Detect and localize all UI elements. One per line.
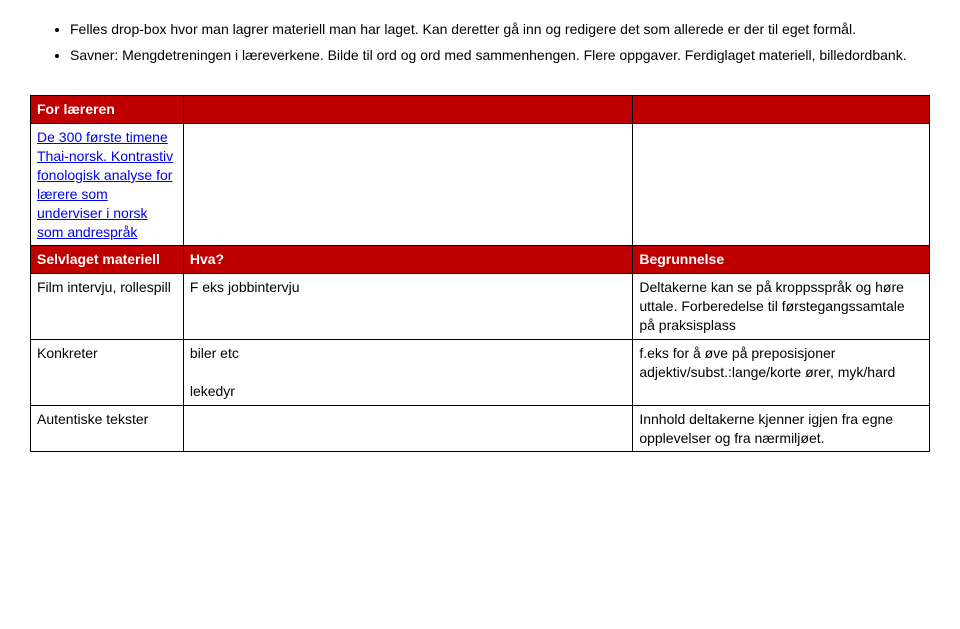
cell-begrunnelse-autentiske: Innhold deltakerne kjenner igjen fra egn… xyxy=(633,405,930,452)
header-for-laereren: For læreren xyxy=(31,96,184,124)
cell-konkreter: Konkreter xyxy=(31,339,184,405)
bullet-item: Felles drop-box hvor man lagrer materiel… xyxy=(70,20,930,40)
bullet-item: Savner: Mengdetreningen i læreverkene. B… xyxy=(70,46,930,66)
blank-cell xyxy=(633,124,930,246)
cell-begrunnelse-film: Deltakerne kan se på kroppsspråk og høre… xyxy=(633,274,930,340)
header-begrunnelse: Begrunnelse xyxy=(633,246,930,274)
header-selvlaget: Selvlaget materiell xyxy=(31,246,184,274)
intro-bullets: Felles drop-box hvor man lagrer materiel… xyxy=(30,20,930,65)
text-lekedyr: lekedyr xyxy=(190,383,235,399)
cell-begrunnelse-konkreter: f.eks for å øve på preposisjoner adjekti… xyxy=(633,339,930,405)
blank-cell xyxy=(183,124,633,246)
header-blank xyxy=(633,96,930,124)
cell-autentiske: Autentiske tekster xyxy=(31,405,184,452)
link-thai-norsk[interactable]: Thai-norsk. Kontrastiv fonologisk analys… xyxy=(37,148,173,240)
cell-jobbintervju: F eks jobbintervju xyxy=(183,274,633,340)
link-300-forste-timene[interactable]: De 300 første timene xyxy=(37,129,168,145)
blank-cell xyxy=(183,405,633,452)
resources-cell: De 300 første timene Thai-norsk. Kontras… xyxy=(31,124,184,246)
cell-biler-lekedyr: biler etc lekedyr xyxy=(183,339,633,405)
header-hva: Hva? xyxy=(183,246,633,274)
header-blank xyxy=(183,96,633,124)
text-biler: biler etc xyxy=(190,345,239,361)
cell-film-intervju: Film intervju, rollespill xyxy=(31,274,184,340)
content-table: For læreren De 300 første timene Thai-no… xyxy=(30,95,930,452)
